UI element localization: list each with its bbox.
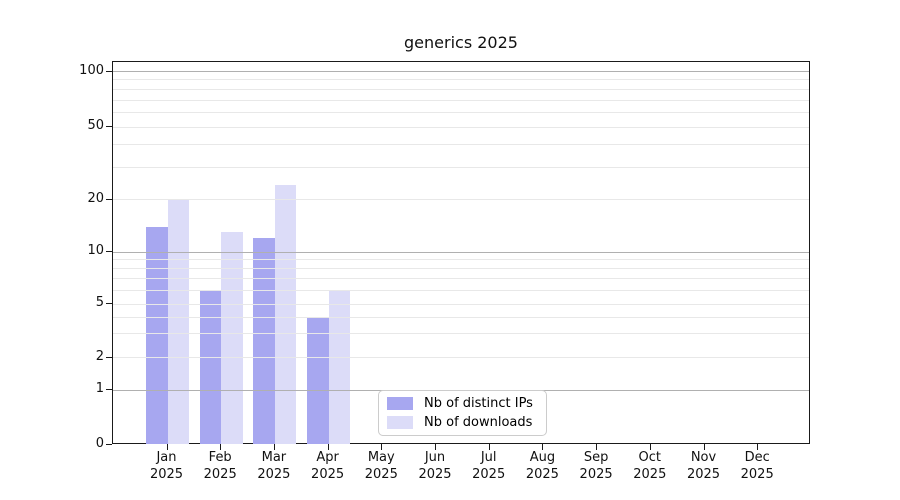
- y-tick-label-20: 20: [87, 190, 104, 206]
- x-tick-mark-nov: [703, 444, 705, 450]
- y-tick-mark-10: [106, 251, 112, 252]
- x-tick-mark-may: [381, 444, 383, 450]
- legend-item-downloads: Nb of downloads: [387, 415, 538, 432]
- gridline-minor-30: [113, 166, 809, 168]
- bar-downloads-feb: [221, 232, 243, 444]
- gridline-major-100: [113, 71, 809, 72]
- x-tick-mark-jun: [435, 444, 436, 450]
- bar-distinct-ips-mar: [253, 238, 275, 444]
- y-tick-label-0: 0: [95, 436, 104, 451]
- bar-distinct-ips-apr: [307, 317, 329, 444]
- x-tick-label-jul: Jul 2025: [472, 450, 506, 482]
- legend: Nb of distinct IPs Nb of downloads: [378, 390, 547, 436]
- legend-item-distinct-ips: Nb of distinct IPs: [387, 395, 538, 412]
- x-tick-label-sep: Sep 2025: [579, 450, 613, 482]
- gridline-minor-20: [113, 199, 809, 200]
- legend-label-downloads: Nb of downloads: [424, 415, 533, 431]
- y-tick-label-100: 100: [79, 62, 104, 78]
- gridline-minor-5: [113, 303, 809, 305]
- x-tick-mark-aug: [542, 444, 544, 450]
- y-tick-mark-1: [106, 389, 112, 390]
- y-tick-label-5: 5: [95, 295, 104, 310]
- y-tick-mark-0: [106, 444, 112, 445]
- x-tick-mark-jul: [488, 444, 490, 450]
- gridline-minor-40: [113, 144, 809, 146]
- x-tick-mark-oct: [649, 444, 651, 450]
- gridline-minor-60: [113, 111, 809, 113]
- y-tick-label-2: 2: [95, 348, 104, 364]
- x-tick-label-jan: Jan 2025: [149, 450, 184, 482]
- bar-downloads-apr: [328, 290, 351, 444]
- y-tick-mark-2: [106, 356, 112, 358]
- gridline-major-10: [113, 251, 809, 253]
- y-tick-label-10: 10: [87, 243, 104, 258]
- gridline-minor-2: [113, 357, 809, 359]
- x-tick-label-dec: Dec 2025: [740, 450, 774, 482]
- x-tick-mark-jan: [166, 444, 168, 450]
- gridline-minor-80: [113, 88, 809, 90]
- x-tick-label-oct: Oct 2025: [633, 450, 667, 482]
- x-tick-label-aug: Aug 2025: [525, 450, 559, 482]
- x-tick-mark-dec: [757, 444, 759, 450]
- x-tick-mark-apr: [327, 444, 329, 450]
- x-tick-mark-mar: [273, 444, 275, 450]
- x-tick-label-may: May 2025: [364, 450, 398, 482]
- y-tick-mark-5: [106, 303, 112, 304]
- x-tick-mark-sep: [596, 444, 598, 450]
- plot-area: [112, 61, 810, 444]
- gridline-minor-50: [113, 126, 809, 128]
- x-tick-label-apr: Apr 2025: [311, 450, 345, 482]
- x-tick-label-nov: Nov 2025: [686, 450, 721, 482]
- y-tick-mark-20: [106, 198, 112, 200]
- chart-title: generics 2025: [404, 33, 518, 52]
- bar-distinct-ips-feb: [199, 290, 222, 444]
- gridline-minor-7: [113, 278, 809, 280]
- gridline-minor-90: [113, 79, 809, 81]
- x-tick-label-jun: Jun 2025: [418, 450, 452, 482]
- bar-downloads-mar: [274, 185, 297, 444]
- gridline-minor-4: [113, 316, 809, 318]
- x-tick-mark-feb: [220, 444, 222, 450]
- y-tick-mark-50: [106, 126, 112, 127]
- y-tick-mark-100: [106, 70, 112, 72]
- legend-swatch-distinct-ips: [387, 396, 413, 410]
- y-tick-label-1: 1: [95, 381, 104, 396]
- legend-swatch-downloads: [387, 416, 413, 430]
- x-tick-label-mar: Mar 2025: [257, 450, 291, 482]
- y-tick-label-50: 50: [87, 118, 104, 133]
- legend-label-distinct-ips: Nb of distinct IPs: [424, 395, 533, 411]
- gridline-minor-9: [113, 259, 809, 261]
- gridline-minor-8: [113, 268, 809, 270]
- bar-downloads-jan: [167, 199, 189, 444]
- x-tick-label-feb: Feb 2025: [203, 450, 237, 482]
- gridline-minor-3: [113, 333, 809, 335]
- gridline-minor-6: [113, 289, 809, 291]
- gridline-minor-70: [113, 99, 809, 101]
